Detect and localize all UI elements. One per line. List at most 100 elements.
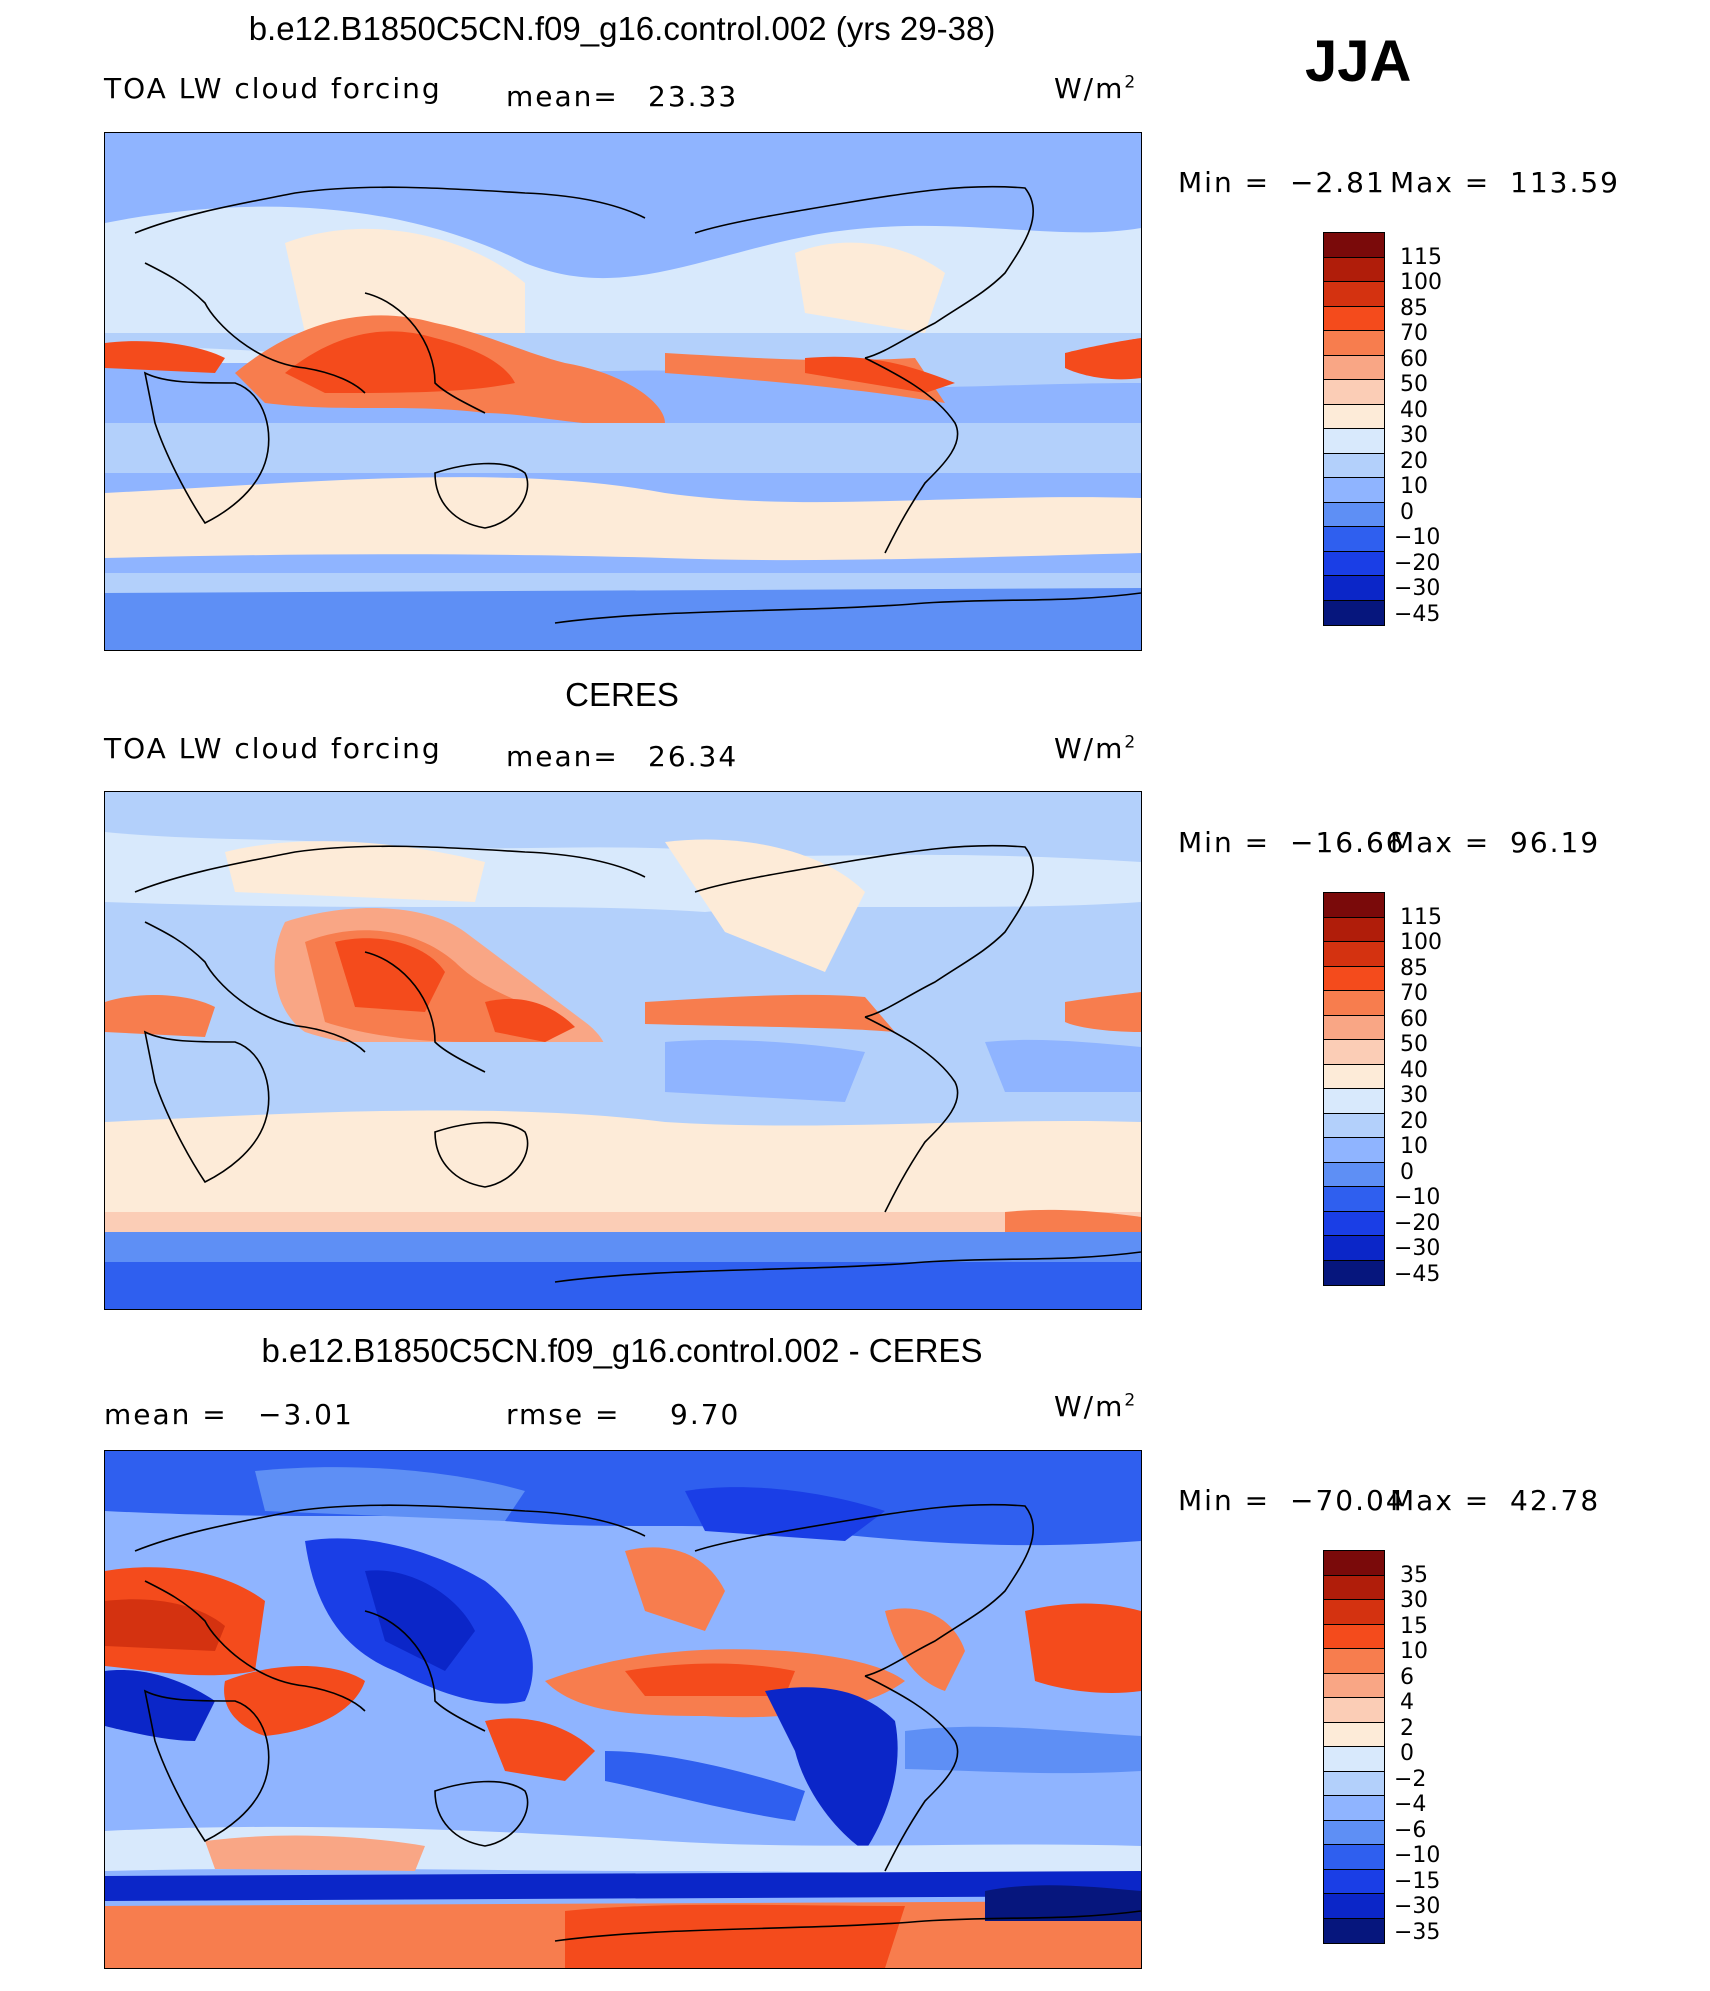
- panel-1-title: b.e12.B1850C5CN.f09_g16.control.002 (yrs…: [248, 10, 996, 47]
- colorbar-box: [1324, 1771, 1384, 1796]
- panel-2-min-value: −16.66: [1290, 826, 1406, 859]
- panel-1-mean-value: 23.33: [648, 80, 739, 113]
- panel-3-max-value: 42.78: [1510, 1484, 1601, 1517]
- colorbar-tick-label: −2: [1394, 1766, 1427, 1792]
- panel-2-variable-label: TOA LW cloud forcing: [104, 732, 442, 765]
- colorbar-tick-label: 4: [1400, 1690, 1414, 1715]
- colorbar-tick-label: 85: [1400, 295, 1428, 321]
- colorbar-box: [1324, 1698, 1384, 1723]
- panel-3-map: [104, 1450, 1142, 1969]
- panel-2-max-label: Max =: [1390, 826, 1491, 859]
- colorbar-tick-label: 2: [1400, 1715, 1414, 1741]
- colorbar-box: [1324, 1600, 1384, 1625]
- colorbar-tick-label: 100: [1400, 930, 1442, 955]
- colorbar-box: [1324, 1162, 1384, 1187]
- colorbar-tick-label: 35: [1400, 1562, 1428, 1588]
- colorbar-tick-label: 20: [1400, 1108, 1428, 1134]
- colorbar-box: [1324, 1722, 1384, 1747]
- colorbar-box: [1324, 1624, 1384, 1649]
- panel-3-min-value: −70.04: [1290, 1484, 1406, 1517]
- panel-2-contour-field: [105, 792, 1141, 1309]
- panel-1-min-label: Min =: [1178, 166, 1271, 199]
- colorbar-tick-label: −4: [1394, 1792, 1427, 1817]
- panel-3-contour-field: [105, 1451, 1141, 1968]
- panel-3-rmse-value: 9.70: [670, 1398, 741, 1431]
- colorbar-tick-label: −45: [1394, 1261, 1441, 1287]
- colorbar-box: [1324, 576, 1384, 601]
- colorbar-box: [1324, 1869, 1384, 1894]
- colorbar-box: [1324, 1894, 1384, 1919]
- panel-3-mean-value: −3.01: [258, 1398, 354, 1431]
- colorbar-box: [1324, 282, 1384, 307]
- colorbar-box: [1324, 1747, 1384, 1772]
- colorbar-tick-label: 0: [1400, 1159, 1414, 1185]
- colorbar-tick-label: 30: [1400, 1588, 1428, 1613]
- colorbar-box: [1324, 1040, 1384, 1065]
- colorbar-box: [1324, 453, 1384, 478]
- colorbar-tick-label: −6: [1394, 1817, 1427, 1843]
- colorbar-box: [1324, 1211, 1384, 1236]
- colorbar-tick-label: 30: [1400, 1083, 1428, 1108]
- panel-3-rmse-label: rmse =: [506, 1398, 621, 1431]
- colorbar-tick-label: −30: [1394, 576, 1441, 601]
- panel-2-unit: W/m2: [1054, 732, 1138, 765]
- colorbar-tick-label: 40: [1400, 397, 1428, 423]
- colorbar-tick-label: 85: [1400, 955, 1428, 981]
- colorbar-box: [1324, 355, 1384, 380]
- colorbar-tick-label: −45: [1394, 601, 1441, 627]
- colorbar-tick-label: 10: [1400, 474, 1428, 499]
- panel-3-unit: W/m2: [1054, 1390, 1138, 1423]
- colorbar-box: [1324, 527, 1384, 552]
- panel-2-mean-label: mean=: [506, 740, 619, 773]
- colorbar-box: [1324, 1113, 1384, 1138]
- colorbar-tick-label: 115: [1400, 904, 1442, 930]
- colorbar-box: [1324, 257, 1384, 282]
- colorbar-box: [1324, 600, 1384, 625]
- colorbar-box: [1324, 551, 1384, 576]
- colorbar-tick-label: −30: [1394, 1236, 1441, 1261]
- colorbar-tick-label: 70: [1400, 321, 1428, 346]
- colorbar-box: [1324, 331, 1384, 356]
- colorbar-tick-label: −15: [1394, 1868, 1441, 1894]
- colorbar-tick-label: 0: [1400, 1741, 1414, 1766]
- colorbar-tick-label: −10: [1394, 1185, 1441, 1210]
- colorbar-box: [1324, 502, 1384, 527]
- panel-2-max-value: 96.19: [1510, 826, 1601, 859]
- panel-1-min-value: −2.81: [1290, 166, 1386, 199]
- colorbar-tick-label: −10: [1394, 525, 1441, 550]
- panel-1-variable-label: TOA LW cloud forcing: [104, 72, 442, 105]
- colorbar-box: [1324, 1015, 1384, 1040]
- panel-1-unit: W/m2: [1054, 72, 1138, 105]
- panel-1-map: [104, 132, 1142, 651]
- colorbar-box: [1324, 1089, 1384, 1114]
- colorbar-box: [1324, 1918, 1384, 1943]
- colorbar-tick-label: 115: [1400, 244, 1442, 270]
- panel-1-mean-label: mean=: [506, 80, 619, 113]
- colorbar-tick-label: 40: [1400, 1057, 1428, 1083]
- colorbar-box: [1324, 429, 1384, 454]
- colorbar-tick-label: −30: [1394, 1894, 1441, 1919]
- colorbar-tick-label: 10: [1400, 1639, 1428, 1664]
- panel-2-min-label: Min =: [1178, 826, 1271, 859]
- panel-3-max-label: Max =: [1390, 1484, 1491, 1517]
- colorbar-tick-label: 70: [1400, 981, 1428, 1006]
- colorbar-box: [1324, 233, 1384, 258]
- colorbar-box: [1324, 306, 1384, 331]
- panel-1-max-label: Max =: [1390, 166, 1491, 199]
- colorbar-box: [1324, 1551, 1384, 1576]
- panel-2-mean-value: 26.34: [648, 740, 739, 773]
- panel-3-min-label: Min =: [1178, 1484, 1271, 1517]
- colorbar-box: [1324, 1236, 1384, 1261]
- panel-1-colorbar: [1323, 232, 1385, 626]
- colorbar-box: [1324, 966, 1384, 991]
- season-label: JJA: [1305, 29, 1412, 94]
- colorbar-tick-label: 0: [1400, 499, 1414, 525]
- colorbar-tick-label: 100: [1400, 270, 1442, 295]
- panel-2-title: CERES: [565, 676, 679, 713]
- colorbar-tick-label: 15: [1400, 1613, 1428, 1639]
- colorbar-tick-label: 60: [1400, 346, 1428, 372]
- panel-3-title: b.e12.B1850C5CN.f09_g16.control.002 - CE…: [261, 1332, 983, 1369]
- colorbar-tick-label: −20: [1394, 550, 1441, 576]
- panel-1-max-value: 113.59: [1510, 166, 1620, 199]
- panel-2-colorbar: [1323, 892, 1385, 1286]
